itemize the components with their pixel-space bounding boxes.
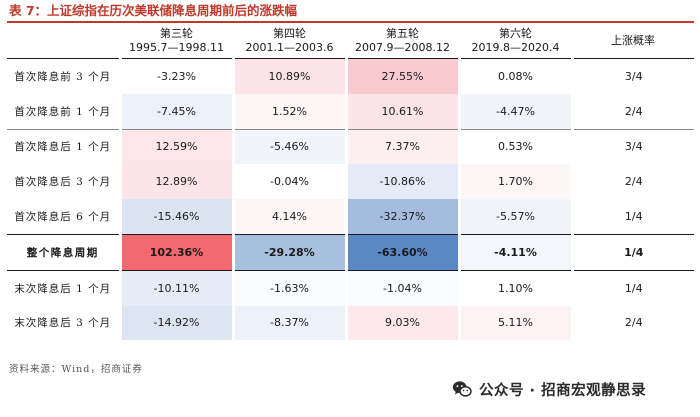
prob-cell: 1/4 <box>624 281 643 295</box>
value-cell: -1.63% <box>231 270 348 306</box>
table-row: 末次降息后 3 个月 -14.92% -8.37% 9.03% 5.11% 2/4 <box>7 305 694 341</box>
round-name: 第四轮 <box>273 27 306 40</box>
table-row: 末次降息后 1 个月 -10.11% -1.63% -1.04% 1.10% 1/4 <box>7 270 694 306</box>
value-cell: 12.59% <box>118 129 235 165</box>
table-row: 首次降息前 3 个月 -3.23% 10.89% 27.55% 0.08% 3/4 <box>7 58 694 94</box>
value-cell: -32.37% <box>344 199 461 235</box>
value-cell: -0.04% <box>231 164 348 200</box>
header-round-4: 第四轮 2001.1—2003.6 <box>233 24 346 59</box>
round-period: 2019.8—2020.4 <box>471 41 560 54</box>
wechat-icon <box>452 381 472 397</box>
row-label: 首次降息前 3 个月 <box>14 70 112 83</box>
round-name: 第五轮 <box>386 27 419 40</box>
value-cell: 102.36% <box>118 234 235 271</box>
round-period: 2007.9—2008.12 <box>355 41 450 54</box>
table-row-total: 整个降息周期 102.36% -29.28% -63.60% -4.11% 1/4 <box>7 234 694 271</box>
value-cell: -8.37% <box>231 305 348 341</box>
value-cell: -10.11% <box>118 270 235 306</box>
table-row: 首次降息前 1 个月 -7.45% 1.52% 10.61% -4.47% 2/4 <box>7 93 694 130</box>
table-row: 首次降息后 3 个月 12.89% -0.04% -10.86% 1.70% 2/4 <box>7 164 694 200</box>
value-cell: -5.46% <box>231 129 348 165</box>
value-cell: -15.46% <box>118 199 235 235</box>
round-period: 2001.1—2003.6 <box>245 41 334 54</box>
value-cell: 0.53% <box>457 129 574 165</box>
header-round-5: 第五轮 2007.9—2008.12 <box>346 24 459 59</box>
round-name: 第三轮 <box>160 27 193 40</box>
value-cell: 1.70% <box>457 164 574 200</box>
row-label: 末次降息后 1 个月 <box>14 282 112 295</box>
row-label: 首次降息后 3 个月 <box>14 176 112 189</box>
value-cell: 12.89% <box>118 164 235 200</box>
header-blank <box>7 24 120 59</box>
prob-cell: 2/4 <box>572 93 694 130</box>
header-round-6: 第六轮 2019.8—2020.4 <box>459 24 572 59</box>
table-row: 首次降息后 6 个月 -15.46% 4.14% -32.37% -5.57% 1/4 <box>7 199 694 235</box>
watermark: 公众号 · 招商宏观静思录 <box>451 378 646 400</box>
value-cell: -7.45% <box>118 93 235 130</box>
value-cell: -10.86% <box>344 164 461 200</box>
header-prob: 上涨概率 <box>572 24 694 59</box>
row-label: 末次降息后 3 个月 <box>14 317 112 330</box>
value-cell: 4.14% <box>231 199 348 235</box>
value-cell: -4.11% <box>457 234 574 271</box>
value-cell: 0.08% <box>457 58 574 94</box>
prob-cell: 1/4 <box>572 234 694 271</box>
value-cell: -14.92% <box>118 305 235 341</box>
value-cell: -3.23% <box>118 58 235 94</box>
round-name: 第六轮 <box>499 27 532 40</box>
prob-cell: 1/4 <box>572 199 694 235</box>
table-title: 表 7：上证综指在历次美联储降息周期前后的涨跌幅 <box>9 3 298 18</box>
value-cell: 10.89% <box>231 58 348 94</box>
value-cell: 7.37% <box>344 129 461 165</box>
table-body: 首次降息前 3 个月 -3.23% 10.89% 27.55% 0.08% 3/4 首次降息… <box>7 58 694 341</box>
value-cell: -1.04% <box>344 270 461 306</box>
round-period: 1995.7—1998.11 <box>129 41 224 54</box>
value-cell: 1.52% <box>231 93 348 130</box>
value-cell: -63.60% <box>344 234 461 271</box>
value-cell: 9.03% <box>344 305 461 341</box>
title-rule <box>7 21 694 23</box>
value-cell: 5.11% <box>457 305 574 341</box>
prob-cell: 2/4 <box>624 316 643 330</box>
row-label: 整个降息周期 <box>7 234 120 271</box>
prob-cell: 3/4 <box>624 140 643 154</box>
table-row: 首次降息后 1 个月 12.59% -5.46% 7.37% 0.53% 3/4 <box>7 129 694 165</box>
row-label: 首次降息前 1 个月 <box>7 93 120 130</box>
value-cell: -29.28% <box>231 234 348 271</box>
prob-cell: 2/4 <box>624 175 643 189</box>
prob-cell: 3/4 <box>624 69 643 83</box>
header-round-3: 第三轮 1995.7—1998.11 <box>120 24 233 59</box>
table-header: 第三轮 1995.7—1998.11 第四轮 2001.1—2003.6 第五轮… <box>7 24 694 59</box>
watermark-text: 公众号 · 招商宏观静思录 <box>479 382 647 399</box>
row-label: 首次降息后 1 个月 <box>14 141 112 154</box>
value-cell: 27.55% <box>344 58 461 94</box>
value-cell: 1.10% <box>457 270 574 306</box>
value-cell: -4.47% <box>457 93 574 130</box>
source-note: 资料来源：Wind，招商证券 <box>9 364 143 375</box>
row-label: 首次降息后 6 个月 <box>7 199 120 235</box>
value-cell: -5.57% <box>457 199 574 235</box>
data-table: 第三轮 1995.7—1998.11 第四轮 2001.1—2003.6 第五轮… <box>7 24 694 341</box>
value-cell: 10.61% <box>344 93 461 130</box>
